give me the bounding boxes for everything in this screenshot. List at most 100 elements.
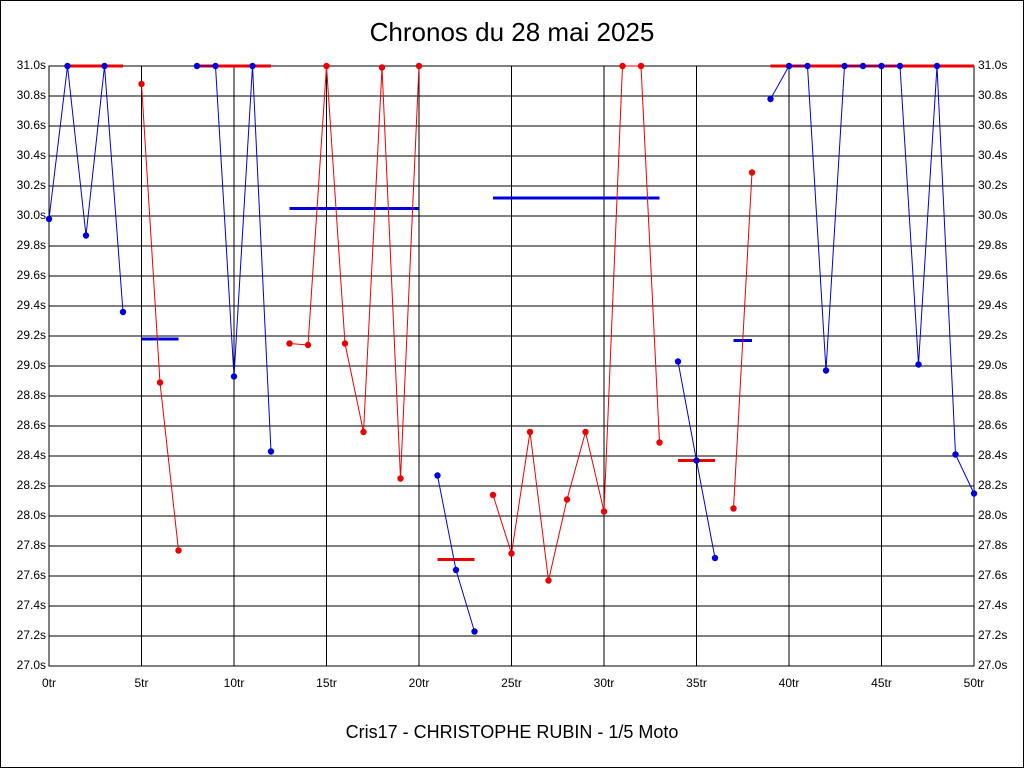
y-tick-label: 27.6s — [17, 568, 46, 582]
point — [711, 554, 719, 562]
point — [933, 62, 941, 70]
x-tick-label: 5tr — [134, 676, 148, 690]
point — [175, 547, 182, 554]
point — [970, 490, 978, 497]
y-tick-label-right: 28.6s — [978, 418, 1007, 432]
x-tick-label: 0tr — [42, 676, 56, 690]
point — [637, 62, 645, 70]
point — [471, 628, 478, 635]
point — [896, 62, 904, 70]
point — [619, 62, 626, 70]
y-tick-label-right: 30.2s — [978, 178, 1007, 192]
point — [730, 505, 737, 512]
point — [415, 62, 423, 70]
point — [434, 472, 441, 479]
point — [45, 215, 53, 223]
point — [267, 448, 275, 455]
y-tick-label: 28.4s — [17, 448, 46, 462]
y-tick-label-right: 29.2s — [978, 328, 1007, 342]
point — [360, 428, 367, 436]
point — [249, 62, 256, 70]
point — [101, 62, 108, 70]
y-tick-label-right: 29.0s — [978, 358, 1007, 372]
point — [841, 62, 848, 70]
y-tick-label-right: 27.0s — [978, 658, 1007, 672]
y-tick-label: 29.2s — [17, 328, 46, 342]
y-tick-label: 30.4s — [17, 148, 46, 162]
y-tick-label: 28.0s — [17, 508, 46, 522]
point — [193, 62, 201, 70]
point — [822, 367, 830, 374]
y-tick-label: 29.0s — [17, 358, 46, 372]
y-tick-label-right: 30.8s — [978, 88, 1007, 102]
point — [785, 62, 793, 70]
x-tick-label: 20tr — [409, 676, 430, 690]
y-tick-label: 27.8s — [17, 538, 46, 552]
y-tick-label-right: 29.6s — [978, 268, 1007, 282]
point — [748, 169, 756, 176]
point — [563, 496, 571, 503]
point — [286, 340, 293, 347]
point — [656, 439, 663, 446]
point — [323, 62, 330, 70]
x-tick-label: 15tr — [316, 676, 337, 690]
point — [952, 451, 959, 458]
x-tick-label: 25tr — [501, 676, 522, 690]
y-tick-label-right: 30.6s — [978, 118, 1007, 132]
point — [138, 80, 145, 88]
point — [156, 379, 164, 386]
point — [230, 373, 238, 380]
y-tick-label-right: 28.4s — [978, 448, 1007, 462]
point — [600, 508, 608, 515]
y-tick-label: 31.0s — [17, 58, 46, 72]
y-tick-label-right: 29.4s — [978, 298, 1007, 312]
y-tick-label: 29.8s — [17, 238, 46, 252]
point — [304, 341, 312, 349]
point — [693, 457, 700, 464]
point — [915, 361, 922, 368]
y-tick-label: 30.8s — [17, 88, 46, 102]
point — [767, 95, 774, 103]
y-tick-label-right: 28.2s — [978, 478, 1007, 492]
y-tick-label: 30.2s — [17, 178, 46, 192]
y-tick-label-right: 29.8s — [978, 238, 1007, 252]
x-tick-label: 10tr — [224, 676, 245, 690]
y-tick-label: 30.0s — [17, 208, 46, 222]
y-tick-label-right: 27.6s — [978, 568, 1007, 582]
x-tick-label: 40tr — [779, 676, 800, 690]
point — [878, 62, 885, 70]
x-tick-label: 45tr — [871, 676, 892, 690]
point — [508, 550, 515, 557]
y-tick-label-right: 30.0s — [978, 208, 1007, 222]
y-tick-label-right: 31.0s — [978, 58, 1007, 72]
point — [582, 428, 589, 436]
y-tick-label: 27.0s — [17, 658, 46, 672]
point — [341, 340, 349, 347]
y-tick-label-right: 28.8s — [978, 388, 1007, 402]
y-tick-label-right: 27.2s — [978, 628, 1007, 642]
point — [489, 491, 497, 499]
point — [397, 475, 404, 482]
point — [378, 64, 386, 71]
x-tick-label: 30tr — [594, 676, 615, 690]
point — [212, 62, 219, 70]
point — [452, 566, 460, 574]
y-tick-label-right: 27.8s — [978, 538, 1007, 552]
point — [526, 428, 534, 436]
x-tick-label: 35tr — [686, 676, 707, 690]
point — [804, 62, 811, 70]
point — [119, 308, 127, 316]
point — [64, 62, 71, 70]
y-tick-label: 29.4s — [17, 298, 46, 312]
y-tick-label: 30.6s — [17, 118, 46, 132]
y-tick-label: 29.6s — [17, 268, 46, 282]
x-tick-label: 50tr — [964, 676, 985, 690]
point — [859, 62, 867, 70]
y-tick-label-right: 30.4s — [978, 148, 1007, 162]
point — [545, 577, 552, 584]
point — [82, 232, 90, 239]
point — [674, 358, 682, 365]
y-tick-label: 27.2s — [17, 628, 46, 642]
x-axis-label: Cris17 - CHRISTOPHE RUBIN - 1/5 Moto — [346, 722, 679, 742]
